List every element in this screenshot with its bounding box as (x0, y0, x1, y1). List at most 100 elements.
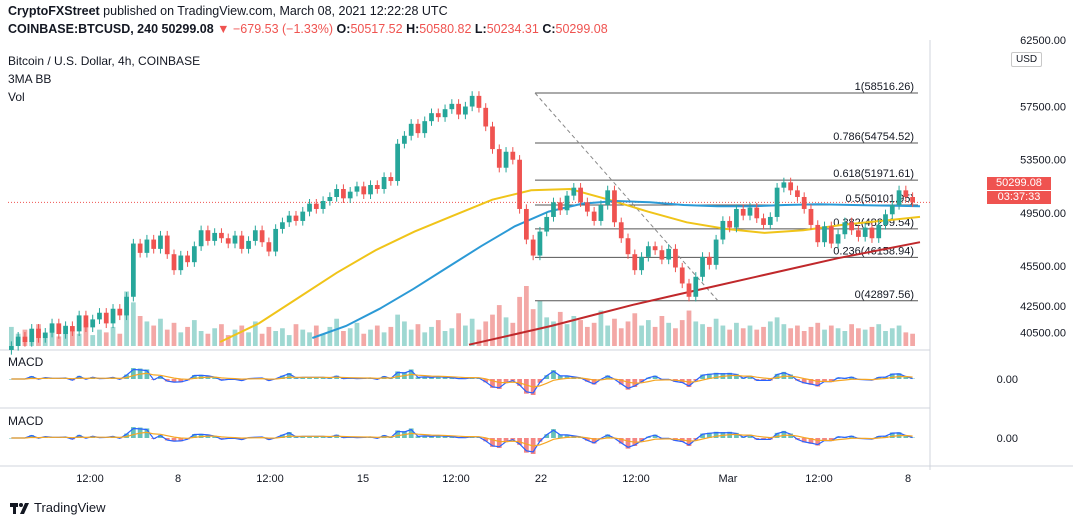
macd-label-2[interactable]: MACD (8, 414, 44, 428)
candle-body (544, 216, 550, 232)
candle-body (652, 246, 658, 251)
price-tick-label: 40500.00 (1020, 328, 1066, 340)
macd-histogram-bar (124, 433, 129, 438)
volume-bar (883, 331, 888, 346)
currency-badge[interactable]: USD (1011, 52, 1043, 67)
volume-bar (767, 321, 773, 346)
last-price-badge: 50299.08 (987, 177, 1051, 190)
volume-bar (788, 328, 794, 346)
volume-bar (476, 329, 482, 346)
candle-body (144, 239, 150, 253)
candle-body (151, 239, 157, 249)
macd-histogram-bar (9, 438, 14, 439)
indicator-volume[interactable]: Vol (8, 90, 25, 104)
macd-histogram-bar (422, 435, 428, 438)
volume-bar (639, 325, 644, 346)
macd-histogram-bar (808, 379, 814, 385)
volume-bar (76, 333, 82, 346)
volume-bar (856, 328, 861, 346)
candle-body (605, 190, 611, 205)
volume-bar (83, 322, 89, 346)
indicator-ma-bb[interactable]: 3MA BB (8, 72, 52, 86)
volume-bar (632, 313, 638, 346)
volume-bar (280, 328, 285, 346)
candle-body (727, 220, 733, 228)
candle-body (103, 312, 109, 324)
candle-body (551, 202, 556, 217)
candle-body (164, 235, 170, 255)
macd-histogram-bar (713, 372, 719, 379)
macd-histogram-bar (584, 438, 590, 441)
volume-bar (842, 331, 848, 346)
macd-histogram-bar (422, 376, 428, 379)
candle-body (354, 186, 360, 192)
volume-bar (402, 321, 407, 346)
fib-level-label: 0.618(51971.61) (833, 168, 914, 180)
macd-histogram-bar (307, 377, 312, 379)
macd-histogram-bar (178, 379, 184, 383)
open-value: 50517.52 (350, 22, 403, 36)
price-tick-label: 62500.00 (1020, 35, 1066, 47)
macd-histogram-bar (903, 435, 909, 438)
macd-histogram-bar (747, 434, 753, 438)
candle-body (63, 326, 68, 335)
volume-bar (483, 321, 489, 346)
macd-histogram-bar (130, 427, 136, 438)
macd-histogram-bar (442, 436, 448, 438)
candle-body (280, 222, 285, 229)
volume-bar (388, 326, 394, 346)
publisher-name[interactable]: CryptoFXStreet (8, 4, 100, 18)
candle-body (130, 243, 136, 297)
macd-histogram-bar (889, 373, 895, 379)
candle-body (307, 203, 312, 212)
macd-histogram-bar (652, 375, 658, 379)
candle-body (571, 187, 577, 196)
candle-body (300, 211, 306, 221)
volume-bar (754, 329, 760, 346)
volume-bar (110, 326, 116, 346)
candle-body (422, 121, 428, 134)
volume-bar (239, 325, 245, 346)
macd-histogram-bar (686, 379, 692, 387)
macd-histogram-bar (320, 377, 326, 379)
volume-bar (815, 322, 821, 346)
candle-body (266, 242, 272, 252)
macd-histogram-bar (490, 379, 495, 388)
candle-body (56, 323, 62, 335)
macd-histogram-bar (429, 436, 434, 438)
candle-body (517, 159, 522, 209)
candle-body (734, 208, 739, 228)
macd-histogram-bar (239, 438, 245, 440)
candle-body (456, 103, 461, 115)
candle-body (361, 186, 367, 195)
macd-histogram-bar (808, 438, 814, 444)
candle-body (70, 326, 75, 332)
macd-histogram-bar (300, 436, 306, 438)
volume-bar (9, 326, 14, 346)
macd-histogram-bar (9, 379, 14, 380)
price-tick-label: 53500.00 (1020, 155, 1066, 167)
price-axis: 62500.00 57500.00 53500.00 49500.00 45500.00… (1020, 35, 1066, 340)
volume-bar (463, 325, 468, 346)
macd-tick-label: 0.00 (997, 433, 1018, 445)
macd-histogram-bar (449, 377, 455, 379)
macd-histogram-bar (442, 377, 448, 379)
volume-bar (524, 286, 529, 346)
volume-bar (429, 326, 434, 346)
macd-label-1[interactable]: MACD (8, 355, 44, 369)
volume-bars (9, 286, 915, 346)
tradingview-brand[interactable]: TradingView (10, 500, 106, 515)
macd-histogram-bar (415, 377, 421, 379)
candle-body (205, 230, 211, 241)
candle-body (442, 109, 448, 118)
candle-body (591, 211, 597, 221)
macd-histogram-bar (483, 438, 489, 442)
macd-histogram-bar (280, 375, 285, 379)
symbol-name[interactable]: COINBASE:BTCUSD, 240 (8, 22, 159, 36)
high-value: 50580.82 (419, 22, 472, 36)
candle-body (496, 149, 502, 168)
candle-body (808, 208, 814, 225)
macd-histogram-bar (700, 433, 705, 438)
candle-body (313, 203, 319, 209)
macd-histogram-bar (313, 436, 319, 438)
